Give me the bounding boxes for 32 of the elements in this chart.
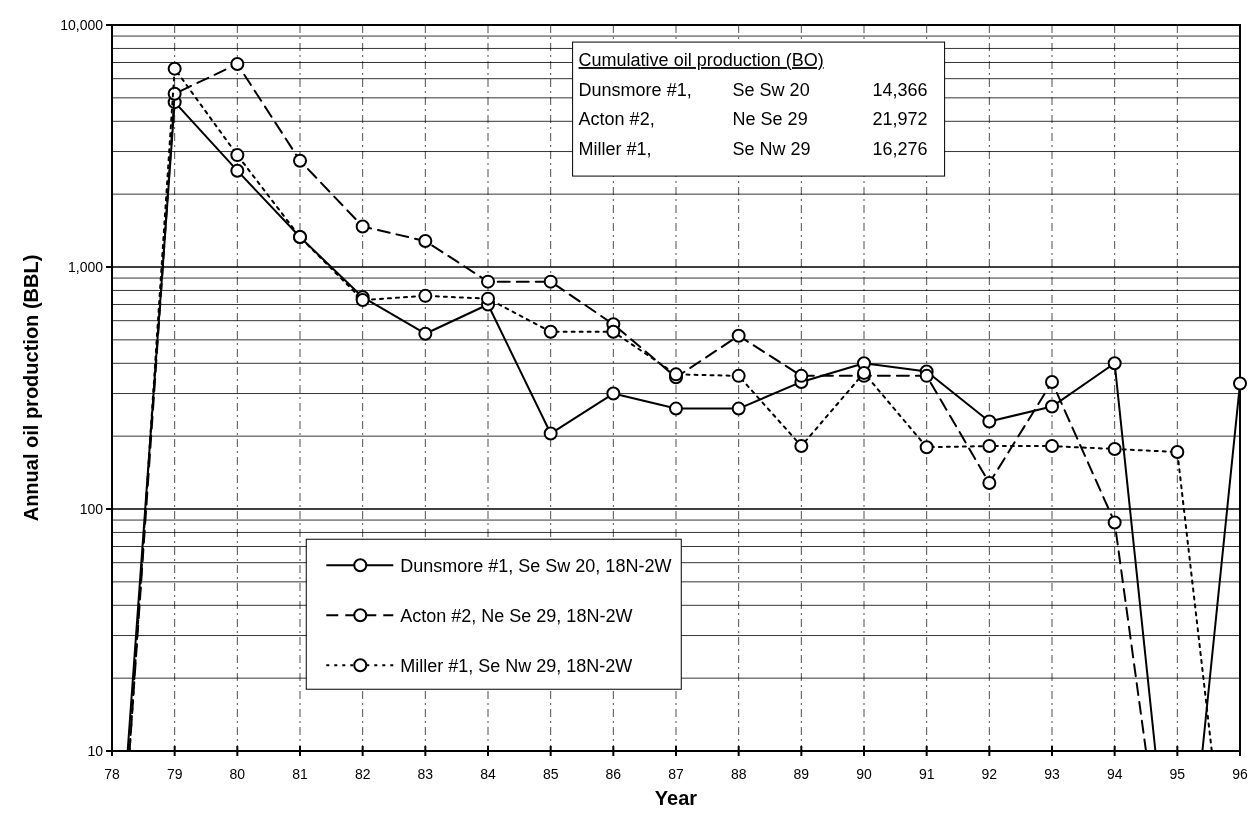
x-tick-label: 93 (1044, 766, 1060, 782)
text: Miller #1, Se Nw 29 16,276 (578, 138, 928, 159)
x-tick-label: 84 (480, 766, 496, 782)
text: Dunsmore #1, Se Sw 20 14,366 (578, 79, 928, 100)
x-tick-label: 90 (856, 766, 872, 782)
x-axis-title: Year (654, 787, 698, 809)
x-tick-label: 83 (417, 766, 434, 782)
y-tick-label: 10,000 (60, 17, 104, 33)
annotation: Cumulative oil production (BO) (578, 50, 824, 71)
x-tick-label: 88 (730, 766, 747, 782)
legend-label: Acton #2, Ne Se 29, 18N-2W (400, 606, 633, 627)
text: Acton #2, Ne Se 29 21,972 (578, 109, 928, 130)
x-tick-label: 82 (354, 766, 371, 782)
x-tick-label: 86 (605, 766, 622, 782)
x-tick-label: 80 (229, 766, 246, 782)
legend-label: Miller #1, Se Nw 29, 18N-2W (400, 656, 633, 677)
x-tick-label: 81 (292, 766, 308, 782)
x-tick-label: 94 (1106, 766, 1123, 782)
legend-label: Dunsmore #1, Se Sw 20, 18N-2W (400, 556, 672, 577)
x-tick-label: 87 (668, 766, 684, 782)
y-tick-label: 10 (87, 743, 104, 759)
y-axis-title: Annual oil production (BBL) (20, 254, 42, 522)
x-tick-label: 95 (1169, 766, 1186, 782)
x-tick-label: 78 (104, 766, 120, 782)
y-tick-label: 1,000 (67, 259, 104, 275)
x-tick-label: 92 (981, 766, 998, 782)
x-tick-label: 96 (1232, 766, 1248, 782)
x-tick-label: 85 (542, 766, 559, 782)
y-tick-label: 100 (79, 501, 104, 517)
x-tick-label: 91 (918, 766, 935, 782)
x-tick-label: 89 (793, 766, 810, 782)
x-tick-label: 79 (166, 766, 183, 782)
